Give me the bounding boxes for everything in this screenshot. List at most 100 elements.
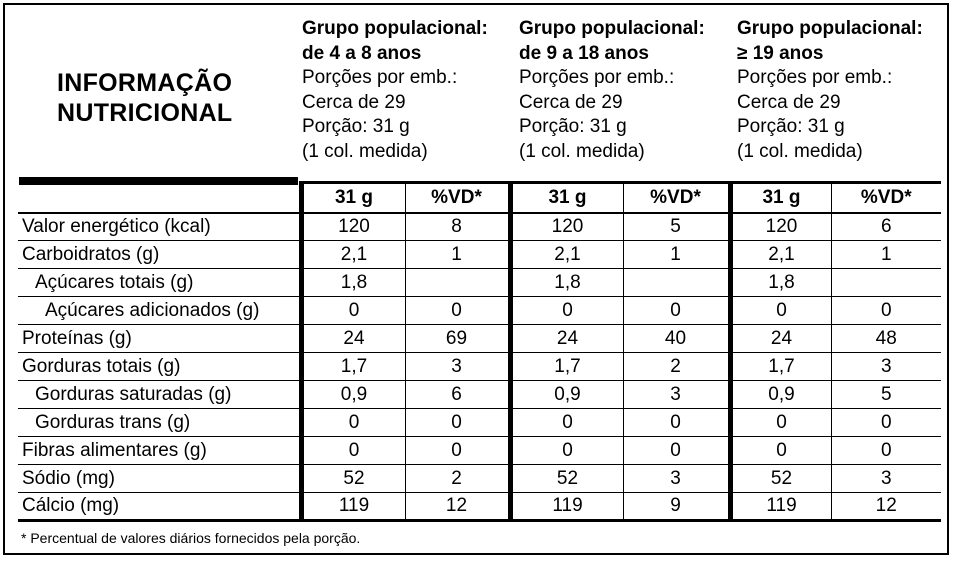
nutrient-label: Cálcio (mg) [18,492,301,522]
nutrient-label: Valor energético (kcal) [18,212,301,241]
nutrition-table: 31 g %VD* 31 g %VD* 31 g %VD* Valor ener… [18,181,941,522]
nutrient-label: Gorduras trans (g) [18,408,301,437]
table-row: Gorduras totais (g) 1,7 3 1,7 2 1,7 3 [18,352,941,381]
cell-amount-4-8: 52 [298,464,405,493]
cell-amount-19-plus: 0 [727,408,831,437]
cell-vd-4-8: 8 [404,212,510,241]
cell-vd-19-plus: 5 [830,380,941,409]
servings-value: Cerca de 29 [519,91,623,113]
cell-amount-9-18: 2,1 [507,240,623,269]
cell-vd-4-8: 0 [404,296,510,325]
cell-amount-9-18: 119 [507,492,623,522]
cell-amount-19-plus: 2,1 [727,240,831,269]
portion-measure: (1 col. medida) [737,140,863,162]
servings-label: Porções por emb.: [519,67,675,88]
cell-vd-19-plus: 0 [830,408,941,437]
column-header-row: 31 g %VD* 31 g %VD* 31 g %VD* [18,181,941,214]
servings-value: Cerca de 29 [302,91,406,113]
cell-amount-4-8: 119 [298,492,405,522]
cell-amount-4-8: 120 [298,212,405,241]
cell-vd-9-18: 0 [622,436,730,465]
cell-amount-4-8: 0,9 [298,380,405,409]
col-header-amount: 31 g [507,181,623,214]
cell-vd-19-plus: 48 [830,324,941,353]
cell-vd-19-plus: 0 [830,296,941,325]
cell-amount-19-plus: 1,7 [727,352,831,381]
table-row: Gorduras trans (g) 0 0 0 0 0 0 [18,408,941,437]
table-row: Açúcares adicionados (g) 0 0 0 0 0 0 [18,296,941,325]
cell-vd-4-8: 1 [404,240,510,269]
table-row: Sódio (mg) 52 2 52 3 52 3 [18,464,941,493]
cell-vd-9-18: 40 [622,324,730,353]
col-header-vd: %VD* [830,181,941,214]
group-age: de 4 a 8 anos [302,42,422,64]
group-age: ≥ 19 anos [737,42,824,64]
col-header-vd: %VD* [404,181,510,214]
nutrient-label: Sódio (mg) [18,464,301,493]
cell-vd-4-8: 2 [404,464,510,493]
cell-vd-9-18 [622,268,730,297]
cell-amount-9-18: 52 [507,464,623,493]
cell-vd-19-plus: 0 [830,436,941,465]
cell-vd-4-8: 12 [404,492,510,522]
col-header-vd: %VD* [622,181,730,214]
table-row: Gorduras saturadas (g) 0,9 6 0,9 3 0,9 5 [18,380,941,409]
header-spacer [18,182,301,214]
cell-amount-9-18: 0 [507,296,623,325]
cell-amount-4-8: 1,8 [298,268,405,297]
nutrient-label: Açúcares totais (g) [18,268,301,297]
servings-label: Porções por emb.: [737,67,893,88]
cell-vd-9-18: 5 [622,212,730,241]
cell-vd-19-plus [830,268,941,297]
cell-amount-9-18: 24 [507,324,623,353]
cell-vd-19-plus: 12 [830,492,941,522]
cell-amount-9-18: 0 [507,436,623,465]
cell-amount-19-plus: 0 [727,296,831,325]
cell-vd-4-8 [404,268,510,297]
cell-amount-4-8: 0 [298,436,405,465]
nutrient-label: Proteínas (g) [18,324,301,353]
table-row: Proteínas (g) 24 69 24 40 24 48 [18,324,941,353]
cell-amount-9-18: 1,7 [507,352,623,381]
cell-vd-9-18: 0 [622,408,730,437]
group-name: Grupo populacional: [302,18,488,39]
cell-amount-19-plus: 52 [727,464,831,493]
panel-title: INFORMAÇÃO NUTRICIONAL [57,68,287,128]
group-header-4-8: Grupo populacional: de 4 a 8 anos Porçõe… [302,17,522,164]
nutrient-label: Gorduras totais (g) [18,352,301,381]
cell-amount-4-8: 0 [298,408,405,437]
cell-amount-19-plus: 0,9 [727,380,831,409]
group-age: de 9 a 18 anos [519,42,649,64]
cell-vd-9-18: 9 [622,492,730,522]
cell-amount-19-plus: 119 [727,492,831,522]
group-header-9-18: Grupo populacional: de 9 a 18 anos Porçõ… [519,17,739,164]
cell-amount-9-18: 120 [507,212,623,241]
cell-amount-4-8: 1,7 [298,352,405,381]
cell-vd-9-18: 3 [622,380,730,409]
col-header-amount: 31 g [727,181,831,214]
cell-amount-9-18: 1,8 [507,268,623,297]
portion-size: Porção: 31 g [519,116,627,137]
title-rule [19,177,298,185]
cell-vd-4-8: 6 [404,380,510,409]
cell-vd-4-8: 3 [404,352,510,381]
nutrient-label: Gorduras saturadas (g) [18,380,301,409]
portion-measure: (1 col. medida) [519,140,645,162]
cell-amount-19-plus: 1,8 [727,268,831,297]
footnote: * Percentual de valores diários fornecid… [21,530,361,546]
table-row: Carboidratos (g) 2,1 1 2,1 1 2,1 1 [18,240,941,269]
group-name: Grupo populacional: [519,18,705,39]
nutrient-label: Fibras alimentares (g) [18,436,301,465]
cell-amount-9-18: 0 [507,408,623,437]
cell-vd-9-18: 1 [622,240,730,269]
cell-vd-9-18: 2 [622,352,730,381]
nutrient-label: Açúcares adicionados (g) [18,296,301,325]
cell-amount-4-8: 24 [298,324,405,353]
portion-measure: (1 col. medida) [302,140,428,162]
cell-amount-19-plus: 0 [727,436,831,465]
cell-vd-4-8: 0 [404,436,510,465]
servings-label: Porções por emb.: [302,67,458,88]
table-row: Fibras alimentares (g) 0 0 0 0 0 0 [18,436,941,465]
cell-vd-4-8: 69 [404,324,510,353]
cell-vd-19-plus: 1 [830,240,941,269]
